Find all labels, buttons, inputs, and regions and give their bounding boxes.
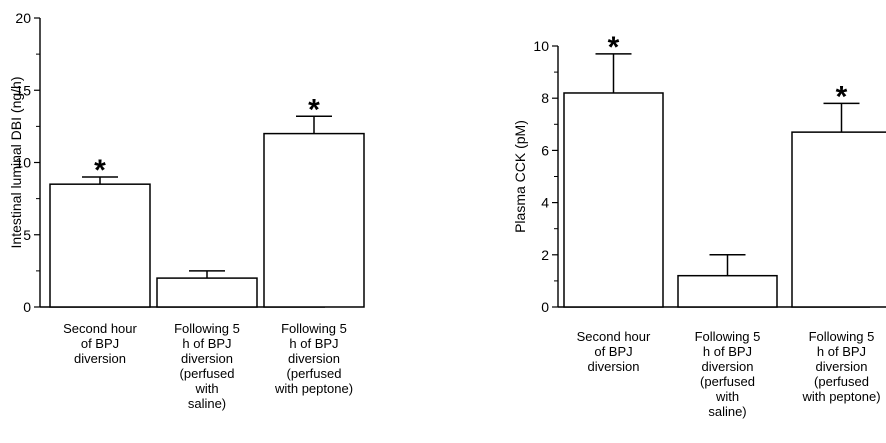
y-tick-label: 5: [23, 227, 31, 243]
x-tick-label-line: (perfused: [287, 366, 342, 381]
x-tick-label-line: with: [194, 381, 218, 396]
x-tick-label-line: diversion: [815, 359, 867, 374]
y-axis-label: Plasma CCK (pM): [512, 120, 528, 233]
chart-2: 0 2 4 6 8 10 Plasma CCK (pM) * Second hour of BPJ…: [512, 31, 886, 419]
y-tick-label: 0: [23, 299, 31, 315]
significance-star: *: [836, 80, 848, 113]
x-tick-label-line: Following 5: [174, 321, 240, 336]
x-tick-label-line: diversion: [288, 351, 340, 366]
x-tick-label-line: diversion: [701, 359, 753, 374]
y-tick-label: 10: [15, 155, 31, 171]
y-tick-label: 4: [541, 195, 549, 211]
x-tick-label-line: (perfused: [180, 366, 235, 381]
x-tick-label-line: h of BPJ: [703, 344, 752, 359]
y-tick-label: 8: [541, 90, 549, 106]
x-tick-label: Second hour of BPJ diversion: [577, 329, 651, 374]
significance-star: *: [608, 31, 620, 64]
x-tick-label-line: with: [715, 389, 739, 404]
x-tick-label-line: with peptone): [801, 389, 880, 404]
x-tick-label-line: saline): [188, 396, 226, 411]
x-tick-label-line: (perfused: [700, 374, 755, 389]
y-tick-label: 6: [541, 142, 549, 158]
x-tick-label-line: diversion: [587, 359, 639, 374]
y-tick-label: 10: [533, 38, 549, 54]
x-tick-label-line: h of BPJ: [817, 344, 866, 359]
x-tick-label-line: saline): [708, 404, 746, 419]
x-tick-label-line: h of BPJ: [289, 336, 338, 351]
y-tick-label: 2: [541, 247, 549, 263]
x-tick-label-line: Following 5: [695, 329, 761, 344]
x-tick-label-line: Second hour: [577, 329, 651, 344]
y-tick-label: 0: [541, 299, 549, 315]
bar: [677, 274, 778, 308]
bar: [156, 277, 258, 308]
bar: [791, 131, 886, 308]
bar: [563, 92, 664, 308]
chart-1: 0 5 10 15 20 Intestinal luminal DBI (ng/h) * Se…: [8, 10, 365, 411]
bar: [49, 183, 151, 308]
x-tick-label-line: Following 5: [809, 329, 875, 344]
x-tick-label-line: h of BPJ: [182, 336, 231, 351]
bar: [263, 132, 365, 308]
y-tick-label: 20: [15, 10, 31, 26]
y-tick-label: 15: [15, 82, 31, 98]
x-tick-label-line: of BPJ: [81, 336, 119, 351]
x-tick-label-line: Following 5: [281, 321, 347, 336]
x-tick-label: Second hour of BPJ diversion: [63, 321, 137, 366]
x-tick-label-line: diversion: [74, 351, 126, 366]
x-tick-label-line: diversion: [181, 351, 233, 366]
x-tick-label-line: with peptone): [274, 381, 353, 396]
x-tick-label-line: Second hour: [63, 321, 137, 336]
significance-star: *: [308, 93, 320, 126]
x-tick-label-line: of BPJ: [594, 344, 632, 359]
significance-star: *: [94, 154, 106, 187]
x-tick-label-line: (perfused: [814, 374, 869, 389]
y-axis-label: Intestinal luminal DBI (ng/h): [8, 77, 24, 249]
